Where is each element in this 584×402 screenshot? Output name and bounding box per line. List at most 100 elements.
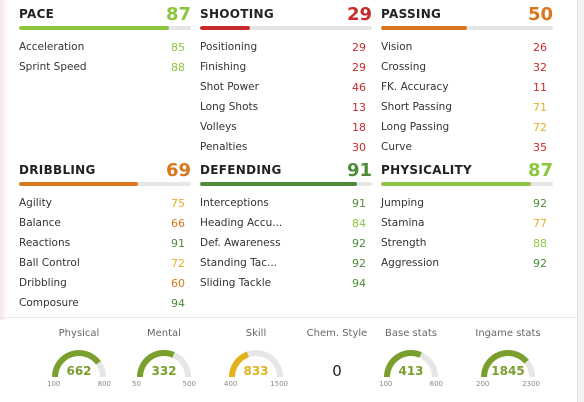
gauge-max: 1500 [270,380,288,388]
gauge-label: Skill [245,328,267,339]
attribute-value: 66 [171,217,185,230]
gauge-min: 200 [476,380,490,388]
attribute-value: 11 [533,81,547,94]
gauge-fill [137,350,175,378]
attribute-row: Long Shots 13 [200,98,372,118]
attribute-label: Reactions [19,237,71,249]
attribute-row: Reactions 91 [19,234,191,254]
attribute-label: Def. Awareness [200,237,281,249]
attribute-label: Balance [19,217,61,229]
category-bar-fill [200,182,357,186]
gauge-fill [229,351,250,378]
gauge-arc [137,350,191,378]
category-bar-fill [200,26,250,30]
attribute-value: 29 [352,41,366,54]
attribute-value: 13 [352,101,366,114]
gauge-value: 1845 [491,364,525,378]
category-header: SHOOTING 29 [200,4,372,28]
attribute-label: FK. Accuracy [381,81,449,93]
attribute-list: Jumping 92 Stamina 77 Strength 88 Aggression 92 [381,194,553,274]
category-shooting: SHOOTING 29 Positioning 29 Finishing 29 Shot P… [200,4,372,154]
attribute-value: 91 [352,197,366,210]
attribute-row: Short Passing 71 [381,98,553,118]
attribute-label: Positioning [200,41,258,53]
attribute-label: Standing Tac... [200,257,278,269]
gauge-label: Chem. Style [306,328,368,339]
attribute-value: 75 [171,197,185,210]
attribute-value: 71 [533,101,547,114]
gauge-base-stats: Base stats 413 100 600 [374,328,448,402]
gauge-ingame-stats: Ingame stats 1845 200 2300 [471,328,545,402]
attribute-label: Jumping [381,197,424,209]
attribute-label: Long Shots [200,101,259,113]
category-header: PASSING 50 [381,4,553,28]
category-score: 69 [165,160,191,181]
gauge-fill [481,350,529,378]
attribute-row: Agility 75 [19,194,191,214]
attribute-row: Curve 35 [381,138,553,158]
attribute-list: Agility 75 Balance 66 Reactions 91 Ball Contro… [19,194,191,314]
attribute-row: Composure 94 [19,294,191,314]
attribute-value: 72 [171,257,185,270]
attribute-label: Sprint Speed [19,61,87,73]
category-defending: DEFENDING 91 Interceptions 91 Heading Accu..… [200,160,372,290]
category-score: 50 [527,4,553,25]
category-bar [200,26,372,30]
attribute-label: Acceleration [19,41,85,53]
category-title: DRIBBLING [19,163,96,177]
attribute-row: Standing Tac... 92 [200,254,372,274]
category-bar [200,182,372,186]
gauge-label: Ingame stats [475,328,541,339]
gauge-max: 2300 [522,380,540,388]
gauge-chem-style: Chem. Style 0 [300,328,374,402]
category-header: DEFENDING 91 [200,160,372,184]
category-bar-fill [381,182,531,186]
category-bar [381,182,553,186]
attribute-label: Dribbling [19,277,67,289]
attribute-row: Positioning 29 [200,38,372,58]
category-title: PHYSICALITY [381,163,473,177]
attribute-value: 29 [352,61,366,74]
attribute-row: Def. Awareness 92 [200,234,372,254]
attribute-label: Curve [381,141,412,153]
category-header: PACE 87 [19,4,191,28]
attribute-list: Vision 26 Crossing 32 FK. Accuracy 11 Short Pa… [381,38,553,158]
gauge-value: 833 [243,364,269,378]
attribute-label: Shot Power [200,81,259,93]
attribute-row: Sprint Speed 88 [19,58,191,78]
attribute-label: Finishing [200,61,247,73]
attribute-label: Composure [19,297,79,309]
category-bar [381,26,553,30]
attribute-value: 32 [533,61,547,74]
attribute-value: 94 [352,277,366,290]
attribute-row: Jumping 92 [381,194,553,214]
scrollbar-track[interactable] [577,0,584,402]
gauge-label: Base stats [385,328,437,339]
category-header: PHYSICALITY 87 [381,160,553,184]
attribute-value: 91 [171,237,185,250]
category-bar-fill [19,26,169,30]
attribute-value: 84 [352,217,366,230]
gauge-min: 50 [132,380,141,388]
gauge-max: 800 [97,380,111,388]
attribute-value: 94 [171,297,185,310]
category-bar [19,26,191,30]
attribute-label: Ball Control [19,257,80,269]
gauge-arc [384,350,438,378]
attribute-label: Short Passing [381,101,452,113]
category-physicality: PHYSICALITY 87 Jumping 92 Stamina 77 Strength 8… [381,160,553,270]
category-score: 91 [346,160,372,181]
gauge-min: 100 [379,380,393,388]
gauge-arc [481,350,535,378]
attribute-list: Positioning 29 Finishing 29 Shot Power 46 Long… [200,38,372,158]
category-pace: PACE 87 Acceleration 85 Sprint Speed 88 [19,4,191,74]
attribute-value: 60 [171,277,185,290]
attribute-value: 26 [533,41,547,54]
category-passing: PASSING 50 Vision 26 Crossing 32 FK. Accuracy 1… [381,4,553,154]
attribute-row: Acceleration 85 [19,38,191,58]
attribute-label: Heading Accu... [200,217,283,229]
category-score: 87 [165,4,191,25]
gauge-arc [52,350,106,378]
attribute-label: Crossing [381,61,427,73]
gauge-label: Physical [58,328,100,339]
